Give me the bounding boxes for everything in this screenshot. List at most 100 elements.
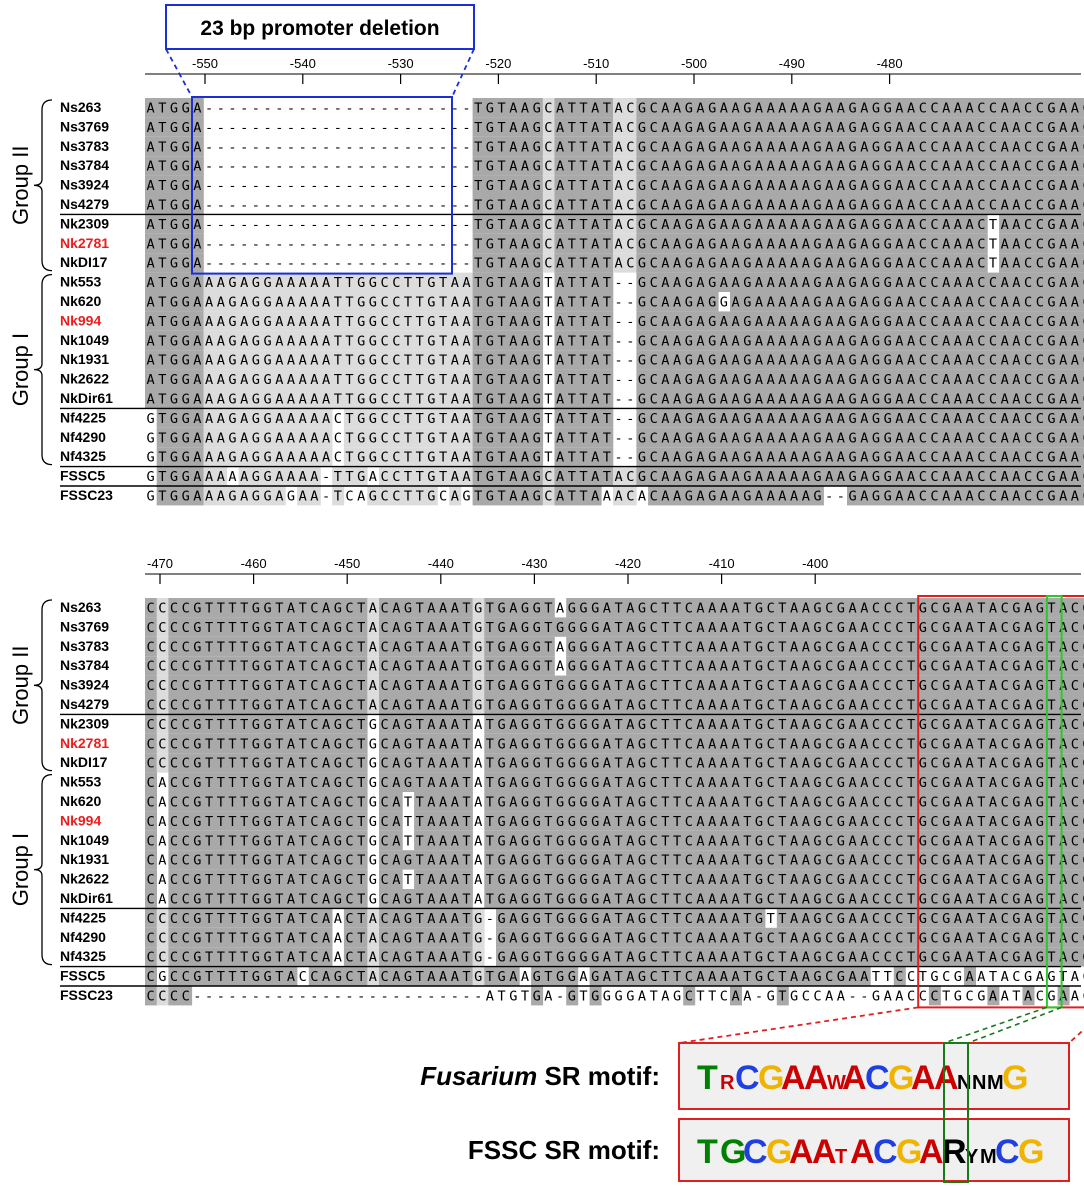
residue-shade <box>168 195 181 215</box>
residue-shade <box>882 136 895 157</box>
residue-shade <box>847 175 859 195</box>
residue-shade <box>1034 98 1047 118</box>
residue-shade <box>636 195 649 215</box>
strain-label: Nk1931 <box>60 351 109 367</box>
residue-shade <box>952 175 965 195</box>
residue-shade <box>577 175 590 195</box>
residue-shade <box>1045 175 1058 195</box>
residue-shade <box>566 136 579 157</box>
residue-shade <box>636 98 649 118</box>
residue-shade <box>554 195 567 215</box>
motif-title: FSSC SR motif: <box>468 1135 660 1165</box>
motif-letter: C <box>873 1133 898 1171</box>
residue-shade <box>531 195 544 215</box>
residue-shade <box>648 156 661 176</box>
residue-shade <box>542 175 555 195</box>
strain-label: Nk2622 <box>60 871 109 887</box>
residue-shade <box>917 98 930 118</box>
residue-shade <box>847 117 859 137</box>
residue-shade <box>999 175 1012 195</box>
residue-shade <box>905 156 918 176</box>
residue-shade <box>788 195 801 215</box>
residue-shade <box>601 195 614 215</box>
residue-shade <box>472 156 485 176</box>
residue-shade <box>870 175 883 195</box>
residue-shade <box>940 156 953 176</box>
strain-label: Ns4279 <box>60 696 109 712</box>
residue-shade <box>952 156 965 176</box>
residue-shade <box>847 98 859 118</box>
motif-letter: A <box>934 1059 959 1097</box>
residue-shade <box>601 117 614 137</box>
residue-shade <box>975 117 988 137</box>
sr-connector-left <box>678 1006 919 1044</box>
residue-shade <box>613 156 625 176</box>
strain-label: Ns4279 <box>60 196 109 212</box>
residue-shade <box>718 195 731 215</box>
residue-shade <box>952 136 965 157</box>
residue-shade <box>554 156 567 176</box>
residue-shade <box>191 175 204 195</box>
residue-shade <box>180 98 193 118</box>
residue-shade <box>776 117 789 137</box>
strain-label: Ns3784 <box>60 657 109 673</box>
residue-shade <box>1057 98 1070 118</box>
residue-shade <box>765 117 778 137</box>
residue-shade <box>554 117 567 137</box>
residue-shade <box>519 117 532 137</box>
residue-shade <box>472 175 485 195</box>
residue-shade <box>999 156 1012 176</box>
residue-shade <box>964 136 976 157</box>
residue-shade <box>870 136 883 157</box>
residue-shade <box>975 136 988 157</box>
residue-shade <box>964 117 976 137</box>
residue-shade <box>999 98 1012 118</box>
residue-shade <box>741 117 754 137</box>
residue-shade <box>577 136 590 157</box>
motif-letter: A <box>812 1133 837 1171</box>
variant-connector-right <box>967 1006 1062 1044</box>
top-tick-label: -550 <box>192 56 218 71</box>
residue-shade <box>648 136 661 157</box>
residue-shade <box>1034 175 1047 195</box>
residue-shade <box>847 136 859 157</box>
residue-shade <box>683 98 696 118</box>
residue-shade <box>811 156 824 176</box>
residue-shade <box>659 175 672 195</box>
residue-shade <box>519 195 532 215</box>
residue-shade <box>987 117 1000 137</box>
residue-shade <box>928 156 941 176</box>
residue-shade <box>659 156 672 176</box>
residue-shade <box>999 117 1012 137</box>
residue-shade <box>542 117 555 137</box>
motif-letter: A <box>789 1133 814 1171</box>
residue-shade <box>1010 98 1023 118</box>
residue-shade <box>765 175 778 195</box>
residue-shade <box>659 136 672 157</box>
residue-shade <box>1010 136 1023 157</box>
residue-shade <box>800 98 813 118</box>
residue-shade <box>964 156 976 176</box>
residue-shade <box>1057 175 1070 195</box>
residue-shade <box>987 175 1000 195</box>
residue-shade <box>531 117 544 137</box>
residue-shade <box>858 195 871 215</box>
residue-shade <box>730 136 742 157</box>
residue-shade <box>800 156 813 176</box>
residue-shade <box>987 98 1000 118</box>
residue-shade <box>566 195 579 215</box>
residue-shade <box>613 98 625 118</box>
residue-shade <box>472 136 485 157</box>
residue-shade <box>531 136 544 157</box>
motif-letter: C <box>743 1133 768 1171</box>
strain-label: FSSC5 <box>60 468 105 484</box>
residue-shade <box>484 195 497 215</box>
residue-shade <box>1081 175 1084 195</box>
residue-shade <box>156 195 169 215</box>
residue-shade <box>507 136 520 157</box>
residue-shade <box>180 156 193 176</box>
